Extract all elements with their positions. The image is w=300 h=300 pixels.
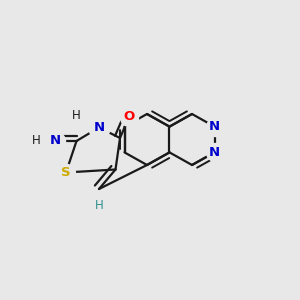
Text: O: O: [123, 110, 135, 124]
Text: N: N: [50, 134, 61, 148]
Text: S: S: [61, 166, 71, 179]
Text: H: H: [94, 199, 103, 212]
Text: N: N: [209, 146, 220, 159]
Text: N: N: [209, 120, 220, 133]
Text: H: H: [32, 134, 40, 148]
Text: H: H: [72, 109, 81, 122]
Text: N: N: [93, 121, 105, 134]
